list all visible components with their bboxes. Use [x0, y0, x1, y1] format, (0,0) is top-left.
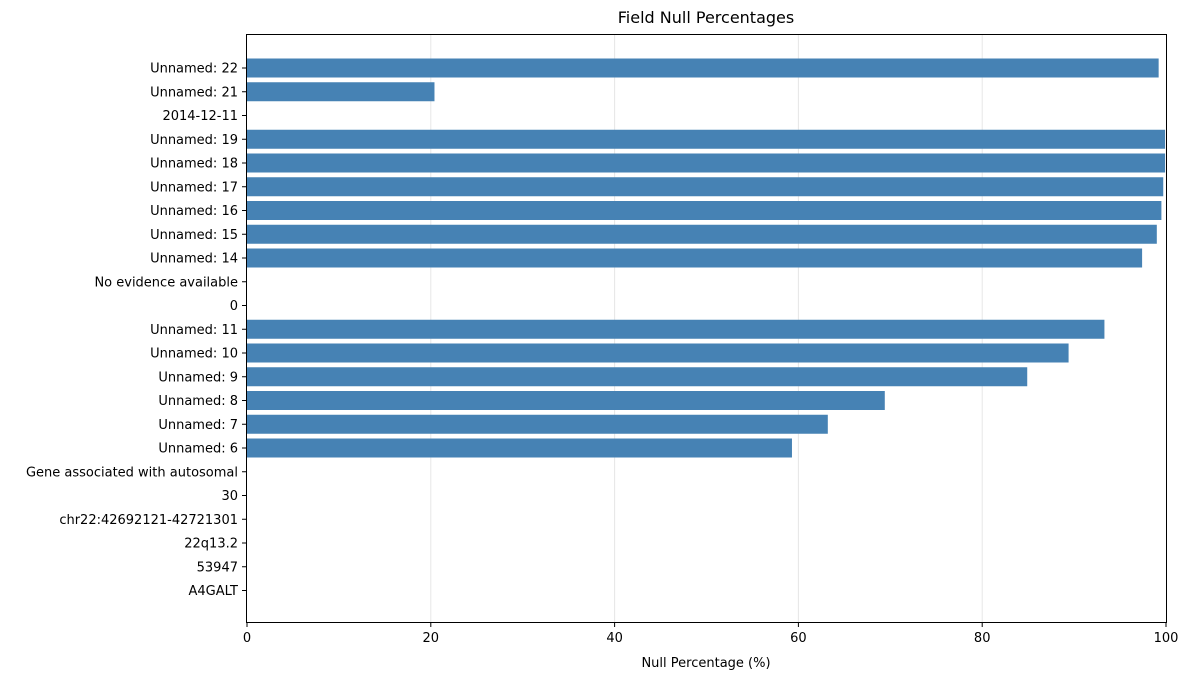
bar: [247, 129, 1166, 149]
bar: [247, 248, 1143, 268]
y-tick-label: Unnamed: 10: [150, 347, 238, 362]
bar: [247, 319, 1105, 339]
y-tick-label: Unnamed: 15: [150, 228, 238, 243]
y-tick-label: Unnamed: 11: [150, 323, 238, 338]
y-tick-label: chr22:42692121-42721301: [59, 513, 238, 528]
bar: [247, 177, 1164, 197]
chart-title: Field Null Percentages: [618, 8, 794, 27]
y-tick-label: 0: [230, 299, 238, 314]
y-tick-label: Unnamed: 17: [150, 180, 238, 195]
y-tick-label: Unnamed: 16: [150, 204, 238, 219]
y-tick-label: Unnamed: 6: [158, 442, 238, 457]
bar: [247, 82, 435, 102]
y-tick-label: Unnamed: 22: [150, 62, 238, 77]
plot-frame: [246, 34, 1167, 623]
bar: [247, 201, 1162, 220]
y-tick-label: Gene associated with autosomal: [26, 465, 238, 480]
bars: [247, 58, 1166, 458]
x-axis-ticks: 0 20 40 60 80 100: [243, 622, 1179, 646]
x-tick-label: 100: [1154, 631, 1179, 646]
y-tick-label: 22q13.2: [184, 537, 238, 552]
bar: [247, 153, 1166, 173]
y-tick-label: Unnamed: 9: [158, 370, 238, 385]
x-tick-label: 0: [243, 631, 251, 646]
y-tick-label: Unnamed: 18: [150, 157, 238, 172]
bar: [247, 438, 792, 458]
x-tick-label: 60: [790, 631, 807, 646]
y-tick-label: A4GALT: [188, 584, 238, 599]
bar: [247, 58, 1159, 78]
x-axis-label: Null Percentage (%): [641, 656, 770, 671]
bar: [247, 414, 828, 434]
y-tick-label: Unnamed: 19: [150, 133, 238, 148]
y-tick-label: 30: [221, 489, 238, 504]
y-tick-label: Unnamed: 21: [150, 85, 238, 100]
bar: [247, 367, 1028, 387]
y-tick-label: Unnamed: 8: [158, 394, 238, 409]
x-tick-label: 80: [974, 631, 991, 646]
y-tick-label: 53947: [197, 560, 238, 575]
y-tick-label: Unnamed: 14: [150, 252, 238, 267]
y-axis-ticks: Unnamed: 22 Unnamed: 21 2014-12-11 Unnamed:…: [26, 62, 247, 599]
bar: [247, 224, 1157, 244]
x-tick-label: 20: [423, 631, 440, 646]
y-tick-label: 2014-12-11: [162, 109, 238, 124]
bar: [247, 343, 1069, 363]
y-tick-label: No evidence available: [94, 275, 238, 290]
y-tick-label: Unnamed: 7: [158, 418, 238, 433]
bar: [247, 391, 885, 410]
x-tick-label: 40: [606, 631, 623, 646]
